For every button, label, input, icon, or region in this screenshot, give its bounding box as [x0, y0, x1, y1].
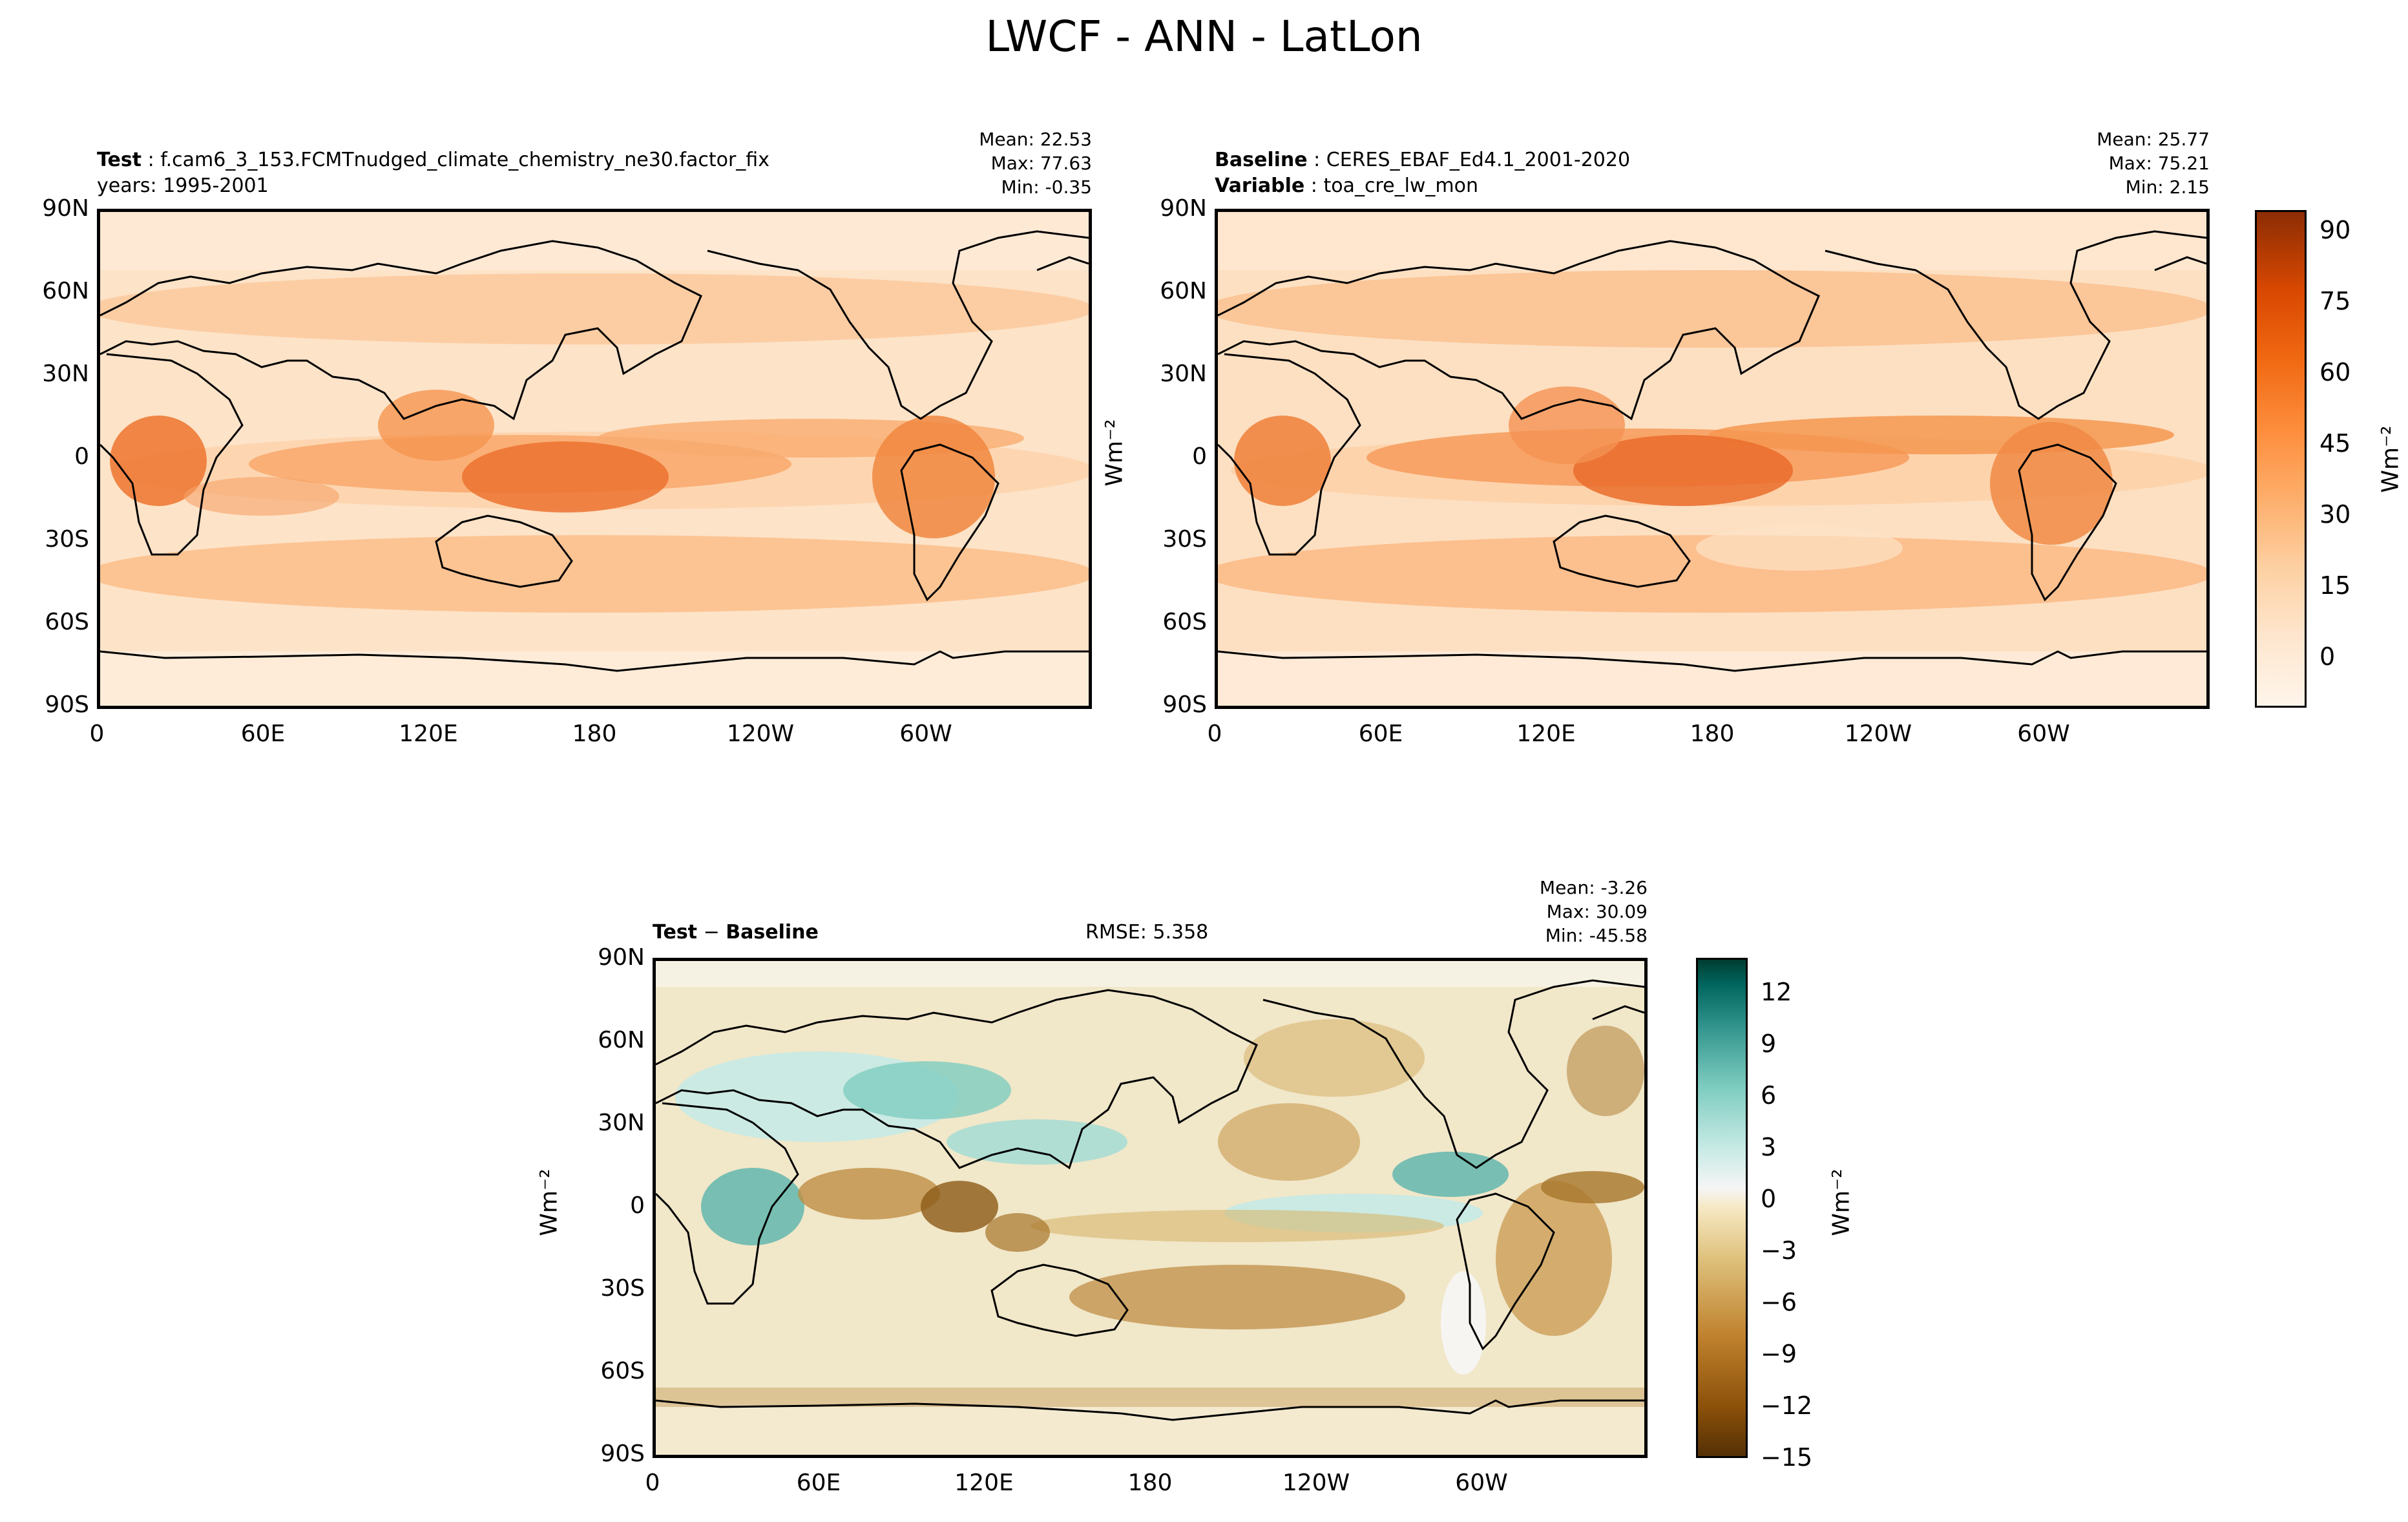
baseline-field	[1218, 212, 2206, 706]
colorbar-tick: 90	[2319, 216, 2351, 244]
difference-ytick: 90S	[600, 1441, 645, 1467]
test-field	[100, 212, 1089, 706]
test-xtick: 0	[89, 721, 105, 747]
difference-xtick: 0	[645, 1470, 660, 1496]
baseline-ytick: 60S	[1162, 609, 1207, 635]
colorbar-tick: 0	[2319, 642, 2336, 671]
test-xtick: 120W	[726, 721, 795, 747]
colorbar-tick: 75	[2319, 287, 2351, 315]
baseline-stats: Mean: 25.77 Max: 75.21 Min: 2.15	[2097, 129, 2210, 198]
baseline-label: Baseline : CERES_EBAF_Ed4.1_2001-2020	[1215, 149, 1631, 171]
baseline-ytick: 90N	[1160, 195, 1207, 222]
orange-colorbar	[2255, 210, 2307, 708]
test-ytick: 90N	[42, 195, 89, 222]
colorbar-tick: 6	[1761, 1081, 1777, 1110]
colorbar-tick: −3	[1761, 1236, 1797, 1265]
brbg-colorbar	[1696, 958, 1748, 1458]
difference-xtick: 60E	[796, 1470, 841, 1496]
difference-ytick: 60S	[600, 1358, 645, 1384]
test-ytick: 0	[74, 443, 89, 470]
colorbar-tick: −9	[1761, 1340, 1797, 1368]
figure-title: LWCF - ANN - LatLon	[985, 12, 1423, 61]
baseline-xtick: 120E	[1516, 721, 1576, 747]
colorbar-tick: −15	[1761, 1443, 1813, 1472]
baseline-xtick: 60E	[1358, 721, 1403, 747]
test-ytick: 30N	[42, 361, 89, 387]
colorbar-tick: 60	[2319, 358, 2351, 386]
colorbar-tick: 3	[1761, 1133, 1777, 1161]
difference-unit-label: Wm⁻²	[536, 1168, 563, 1236]
variable-label: Variable : toa_cre_lw_mon	[1215, 174, 1479, 197]
test-xtick: 60E	[240, 721, 286, 747]
test-xtick: 120E	[399, 721, 458, 747]
baseline-map	[1215, 209, 2210, 709]
test-label: Test : f.cam6_3_153.FCMTnudged_climate_c…	[97, 149, 770, 171]
colorbar-tick: 30	[2319, 500, 2351, 529]
difference-field	[656, 961, 1644, 1455]
test-ytick: 60S	[45, 609, 89, 635]
test-map	[97, 209, 1092, 709]
test-ytick: 30S	[45, 526, 89, 553]
orange-colorbar-unit: Wm⁻²	[2377, 425, 2404, 493]
difference-ytick: 90N	[598, 944, 645, 971]
difference-ytick: 0	[630, 1192, 645, 1219]
difference-xtick: 180	[1127, 1470, 1173, 1496]
difference-xtick: 120W	[1282, 1470, 1350, 1496]
baseline-xtick: 60W	[2017, 721, 2070, 747]
colorbar-tick: 12	[1761, 978, 1792, 1006]
test-stats: Mean: 22.53 Max: 77.63 Min: -0.35	[979, 129, 1092, 198]
baseline-ytick: 0	[1192, 443, 1207, 470]
rmse-label: RMSE: 5.358	[1085, 921, 1209, 944]
baseline-unit-label: Wm⁻²	[1101, 419, 1128, 487]
test-ytick: 90S	[45, 692, 89, 718]
colorbar-tick: 15	[2319, 571, 2351, 600]
baseline-ytick: 30S	[1162, 526, 1207, 553]
colorbar-tick: 0	[1761, 1185, 1777, 1213]
difference-stats: Mean: -3.26 Max: 30.09 Min: -45.58	[1539, 877, 1648, 946]
colorbar-tick: −12	[1761, 1391, 1813, 1420]
colorbar-tick: 45	[2319, 429, 2351, 458]
colorbar-tick: −6	[1761, 1288, 1797, 1316]
test-xtick: 180	[572, 721, 617, 747]
test-xtick: 60W	[899, 721, 952, 747]
baseline-ytick: 60N	[1160, 278, 1207, 304]
difference-ytick: 30N	[598, 1110, 645, 1136]
baseline-xtick: 180	[1690, 721, 1735, 747]
difference-ytick: 60N	[598, 1027, 645, 1053]
difference-ytick: 30S	[600, 1275, 645, 1302]
difference-label: Test − Baseline	[653, 921, 819, 944]
colorbar-tick: 9	[1761, 1030, 1777, 1058]
difference-map	[653, 958, 1648, 1458]
difference-xtick: 60W	[1455, 1470, 1508, 1496]
baseline-ytick: 30N	[1160, 361, 1207, 387]
brbg-colorbar-unit: Wm⁻²	[1828, 1168, 1855, 1236]
test-ytick: 60N	[42, 278, 89, 304]
baseline-xtick: 120W	[1844, 721, 1912, 747]
baseline-xtick: 0	[1207, 721, 1222, 747]
test-years: years: 1995-2001	[97, 174, 269, 197]
difference-xtick: 120E	[954, 1470, 1014, 1496]
baseline-ytick: 90S	[1162, 692, 1207, 718]
